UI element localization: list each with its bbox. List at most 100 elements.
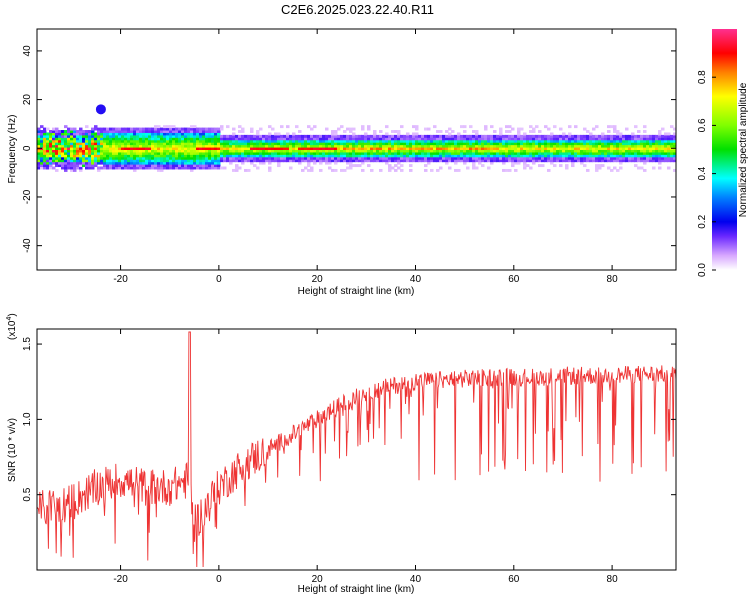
heatmap-cell [154, 142, 158, 146]
heatmap-cell [100, 149, 104, 153]
heatmap-cell [121, 164, 125, 168]
heatmap-cell [373, 137, 377, 141]
heatmap-cell [301, 134, 305, 138]
heatmap-cell [598, 147, 602, 150]
heatmap-cell [313, 151, 317, 155]
heatmap-cell [655, 139, 659, 143]
heatmap-cell [151, 154, 155, 158]
heatmap-cell [166, 166, 170, 170]
heatmap-cell [238, 134, 242, 138]
heatmap-cell [277, 134, 281, 138]
heatmap-cell [214, 161, 218, 165]
heatmap-cell [187, 130, 191, 133]
heatmap-cell [121, 151, 125, 155]
heatmap-cell [85, 154, 89, 158]
heatmap-cell [97, 151, 101, 155]
heatmap-cell [322, 151, 326, 155]
heatmap-cell [250, 154, 254, 158]
heatmap-cell [256, 142, 260, 146]
heatmap-cell [160, 139, 164, 143]
heatmap-cell [646, 144, 650, 148]
heatmap-cell [169, 127, 173, 131]
heatmap-cell [418, 156, 422, 160]
heatmap-cell [247, 159, 251, 163]
heatmap-cell [76, 156, 80, 160]
heatmap-cell [235, 142, 239, 146]
heatmap-cell [43, 130, 47, 133]
heatmap-cell [385, 149, 389, 153]
heatmap-cell [592, 137, 596, 141]
heatmap-cell [124, 139, 128, 143]
heatmap-cell [571, 161, 575, 165]
heatmap-cell [568, 149, 572, 153]
heatmap-cell [139, 159, 143, 163]
heatmap-cell [163, 154, 167, 158]
heatmap-cell [325, 127, 329, 131]
heatmap-cell [493, 144, 497, 148]
heatmap-cell [385, 132, 389, 136]
heatmap-cell [439, 147, 443, 150]
heatmap-cell [670, 149, 674, 153]
heatmap-cell [310, 127, 314, 131]
heatmap-cell [445, 139, 449, 143]
heatmap-cell [124, 164, 128, 168]
heatmap-cell [508, 142, 512, 146]
heatmap-cell [106, 132, 110, 136]
colorbar-tick-label: 0.8 [697, 70, 708, 84]
heatmap-cell [46, 142, 50, 146]
heatmap-cell [484, 159, 488, 163]
heatmap-cell [199, 156, 203, 160]
heatmap-cell [202, 151, 206, 155]
heatmap-cell [118, 161, 122, 165]
heatmap-cell [184, 142, 188, 146]
heatmap-cell [499, 142, 503, 146]
heatmap-cell [637, 159, 641, 163]
heatmap-cell [367, 156, 371, 160]
heatmap-cell [115, 149, 119, 153]
heatmap-cell [439, 130, 443, 133]
heatmap-cell [547, 154, 551, 158]
heatmap-cell [595, 147, 599, 150]
heatmap-cell [415, 125, 419, 129]
heatmap-cell [190, 139, 194, 143]
heatmap-cell [121, 137, 125, 141]
heatmap-cell [595, 144, 599, 148]
heatmap-cell [271, 159, 275, 163]
heatmap-cell [382, 154, 386, 158]
heatmap-cell [517, 156, 521, 160]
heatmap-cell [208, 159, 212, 163]
heatmap-cell [205, 154, 209, 158]
heatmap-cell [643, 168, 647, 172]
heatmap-cell [427, 134, 431, 138]
heatmap-cell [661, 151, 665, 155]
heatmap-cell [67, 151, 71, 155]
heatmap-cell [184, 149, 188, 153]
heatmap-cell [661, 159, 665, 163]
heatmap-cell [580, 137, 584, 141]
heatmap-cell [229, 161, 233, 165]
heatmap-cell [109, 137, 113, 141]
heatmap-cell [106, 154, 110, 158]
heatmap-cell [154, 125, 158, 129]
heatmap-cell [418, 142, 422, 146]
heatmap-cell [556, 149, 560, 153]
heatmap-cell [388, 168, 392, 172]
heatmap-cell [112, 151, 116, 155]
heatmap-cell [226, 144, 230, 148]
heatmap-cell [88, 132, 92, 136]
heatmap-cell [190, 137, 194, 141]
heatmap-cell [427, 137, 431, 141]
heatmap-cell [256, 151, 260, 155]
heatmap-cell [580, 156, 584, 160]
heatmap-cell [565, 159, 569, 163]
heatmap-cell [100, 144, 104, 148]
heatmap-cell [193, 156, 197, 160]
heatmap-cell [592, 144, 596, 148]
heatmap-cell [427, 161, 431, 165]
heatmap-cell [235, 151, 239, 155]
heatmap-cell [487, 137, 491, 141]
heatmap-cell [151, 147, 155, 150]
heatmap-cell [448, 151, 452, 155]
heatmap-cell [214, 134, 218, 138]
heatmap-cell [484, 144, 488, 148]
